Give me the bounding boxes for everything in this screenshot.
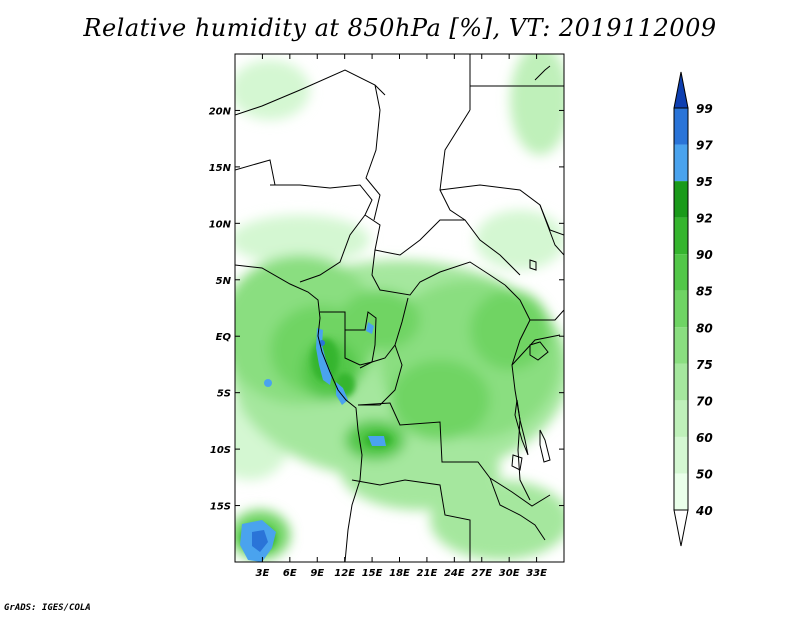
longitude-axis: 3E 6E 9E 12E 15E 18E 21E 24E 27E 30E 33E bbox=[256, 54, 547, 579]
lat-tick-label: EQ bbox=[216, 332, 232, 343]
lon-tick-label: 30E bbox=[499, 568, 520, 579]
colorbar-label: 99 bbox=[696, 102, 713, 116]
lon-tick-label: 12E bbox=[334, 568, 355, 579]
lon-tick-label: 9E bbox=[310, 568, 324, 579]
lon-tick-label: 21E bbox=[417, 568, 438, 579]
colorbar-segment bbox=[674, 290, 688, 328]
latitude-axis: 20N 15N 10N 5N EQ 5S 10S 15S bbox=[209, 106, 564, 513]
colorbar-label: 90 bbox=[696, 248, 713, 262]
colorbar-segment bbox=[674, 436, 688, 474]
lon-tick-label: 27E bbox=[471, 568, 492, 579]
colorbar-min-arrow bbox=[673, 509, 689, 547]
lon-tick-label: 33E bbox=[526, 568, 547, 579]
colorbar-segment bbox=[674, 400, 688, 437]
colorbar-segment bbox=[674, 254, 688, 291]
country-borders bbox=[235, 54, 564, 562]
colorbar-label: 92 bbox=[696, 212, 713, 226]
lat-tick-label: 10S bbox=[210, 445, 231, 456]
lon-tick-label: 18E bbox=[389, 568, 410, 579]
lat-tick-label: 5S bbox=[217, 389, 231, 400]
colorbar-label: 85 bbox=[696, 285, 713, 299]
grads-credit: GrADS: IGES/COLA bbox=[4, 603, 91, 613]
lat-tick-label: 15N bbox=[209, 163, 232, 174]
lat-tick-label: 20N bbox=[209, 106, 232, 117]
colorbar-label: 80 bbox=[696, 321, 713, 335]
colorbar-label: 50 bbox=[696, 467, 713, 481]
colorbar-segment bbox=[674, 217, 688, 255]
lat-tick-label: 15S bbox=[210, 502, 231, 513]
lat-tick-label: 10N bbox=[209, 219, 232, 230]
lon-tick-label: 15E bbox=[362, 568, 383, 579]
colorbar: 40 50 60 70 75 80 85 90 92 95 97 99 bbox=[673, 71, 713, 547]
lon-tick-label: 24E bbox=[444, 568, 465, 579]
colorbar-max-arrow bbox=[673, 71, 689, 109]
lon-tick-label: 3E bbox=[256, 568, 270, 579]
colorbar-segment bbox=[674, 327, 688, 364]
chart-title: Relative humidity at 850hPa [%], VT: 201… bbox=[83, 14, 717, 42]
colorbar-label: 70 bbox=[696, 394, 713, 408]
colorbar-segment bbox=[674, 108, 688, 145]
colorbar-label: 97 bbox=[696, 139, 713, 153]
colorbar-label: 40 bbox=[695, 504, 713, 518]
lat-tick-label: 5N bbox=[216, 276, 232, 287]
colorbar-label: 60 bbox=[696, 431, 713, 445]
lon-tick-label: 6E bbox=[283, 568, 297, 579]
colorbar-segment bbox=[674, 181, 688, 218]
colorbar-segment bbox=[674, 363, 688, 401]
colorbar-frame bbox=[673, 107, 689, 511]
humidity-field bbox=[235, 54, 564, 562]
colorbar-segment bbox=[674, 144, 688, 182]
colorbar-label: 95 bbox=[696, 175, 713, 189]
colorbar-segment bbox=[674, 473, 688, 510]
colorbar-label: 75 bbox=[696, 358, 713, 372]
